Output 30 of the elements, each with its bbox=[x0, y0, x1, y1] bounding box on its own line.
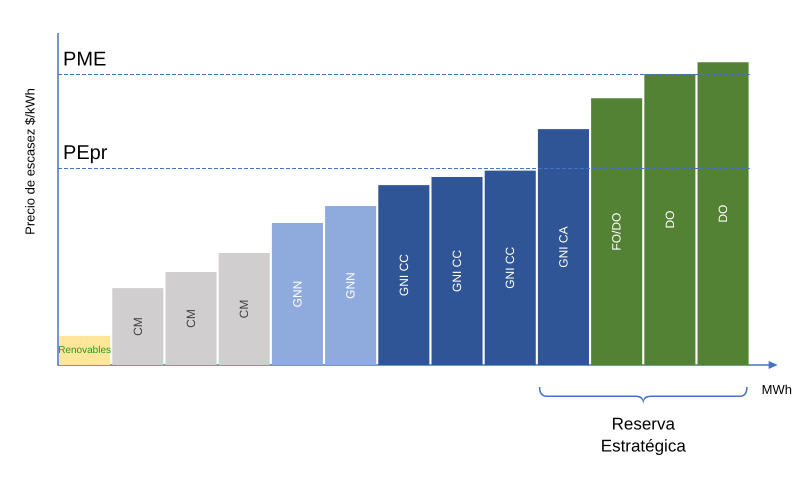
x-tick-label: Renovables bbox=[58, 344, 112, 356]
x-tick-label: CM bbox=[237, 300, 252, 318]
ref-line-label: PEpr bbox=[63, 142, 108, 164]
x-tick-label: GNI CA bbox=[556, 226, 570, 268]
x-axis-title: MWh bbox=[762, 382, 792, 397]
x-tick-label: GNI CC bbox=[503, 246, 518, 289]
ref-line-label: PME bbox=[63, 48, 106, 70]
bar bbox=[165, 272, 217, 365]
x-tick-label: CM bbox=[184, 309, 198, 328]
x-tick-label: CM bbox=[130, 317, 145, 336]
bar bbox=[112, 288, 164, 365]
bar bbox=[538, 129, 589, 365]
bar bbox=[325, 206, 376, 365]
text: Reserva Estratégica bbox=[600, 414, 686, 456]
bar bbox=[378, 185, 430, 365]
bar bbox=[698, 62, 749, 365]
bar bbox=[272, 222, 323, 365]
bar bbox=[484, 170, 536, 365]
x-tick-label: GNI CC bbox=[396, 254, 411, 296]
bar bbox=[218, 252, 270, 365]
bar bbox=[591, 98, 642, 365]
bar bbox=[432, 176, 483, 365]
x-tick-label: DO bbox=[716, 204, 730, 223]
x-tick-label: GNN bbox=[344, 272, 358, 299]
x-tick-label: GNI CC bbox=[450, 250, 464, 292]
x-tick-label: FO/DO bbox=[610, 212, 624, 251]
x-tick-label: GNN bbox=[290, 280, 304, 308]
bar bbox=[644, 74, 696, 365]
y-axis-title: Precio de escasez $/kWh bbox=[22, 88, 38, 235]
x-tick-label: DO bbox=[662, 210, 677, 229]
